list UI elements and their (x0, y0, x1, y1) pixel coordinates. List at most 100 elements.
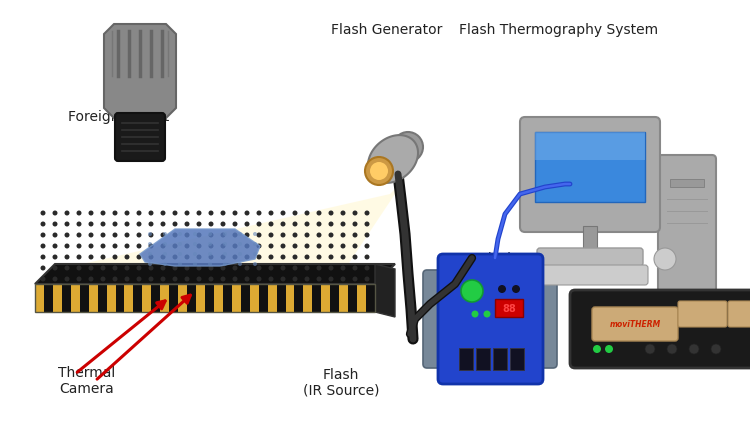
Circle shape (172, 211, 178, 216)
Circle shape (196, 222, 202, 227)
Circle shape (53, 233, 58, 238)
Circle shape (232, 222, 238, 227)
Circle shape (208, 263, 212, 266)
Circle shape (244, 211, 250, 216)
Circle shape (220, 211, 226, 216)
Circle shape (316, 211, 322, 216)
FancyBboxPatch shape (678, 301, 727, 327)
Circle shape (256, 277, 262, 282)
Circle shape (280, 233, 286, 238)
Circle shape (256, 233, 262, 238)
Circle shape (112, 255, 118, 260)
Circle shape (148, 263, 152, 266)
Circle shape (232, 233, 238, 238)
FancyBboxPatch shape (142, 284, 152, 312)
Circle shape (340, 233, 346, 238)
FancyBboxPatch shape (268, 284, 277, 312)
Circle shape (76, 266, 82, 271)
Circle shape (328, 266, 334, 271)
Circle shape (304, 211, 310, 216)
Circle shape (124, 277, 130, 282)
FancyBboxPatch shape (259, 284, 268, 312)
Text: Flash
(IR Source): Flash (IR Source) (303, 367, 380, 397)
Circle shape (53, 266, 58, 271)
Circle shape (292, 266, 298, 271)
FancyBboxPatch shape (295, 284, 304, 312)
FancyBboxPatch shape (160, 284, 170, 312)
Circle shape (238, 243, 242, 247)
Circle shape (304, 233, 310, 238)
Circle shape (304, 266, 310, 271)
Circle shape (364, 244, 370, 249)
Circle shape (136, 266, 142, 271)
Circle shape (340, 222, 346, 227)
Circle shape (209, 255, 214, 260)
Circle shape (280, 266, 286, 271)
FancyBboxPatch shape (170, 284, 178, 312)
Circle shape (136, 277, 142, 282)
Circle shape (112, 233, 118, 238)
FancyBboxPatch shape (535, 133, 645, 161)
Circle shape (148, 277, 154, 282)
Circle shape (256, 211, 262, 216)
Circle shape (100, 277, 106, 282)
Circle shape (184, 255, 190, 260)
Circle shape (220, 266, 226, 271)
FancyBboxPatch shape (304, 284, 312, 312)
Circle shape (172, 266, 178, 271)
Circle shape (112, 222, 118, 227)
Circle shape (328, 211, 334, 216)
Circle shape (292, 255, 298, 260)
Circle shape (172, 255, 178, 260)
Circle shape (40, 266, 46, 271)
Circle shape (160, 244, 166, 249)
Circle shape (220, 244, 226, 249)
Circle shape (364, 277, 370, 282)
Circle shape (100, 211, 106, 216)
Circle shape (645, 344, 655, 354)
Circle shape (223, 243, 227, 247)
Circle shape (88, 244, 94, 249)
Circle shape (654, 248, 676, 270)
Text: Analysis PC: Analysis PC (461, 251, 541, 265)
FancyBboxPatch shape (570, 290, 750, 368)
Circle shape (244, 266, 250, 271)
FancyBboxPatch shape (44, 284, 53, 312)
FancyBboxPatch shape (592, 307, 678, 341)
Circle shape (316, 244, 322, 249)
Circle shape (148, 233, 152, 237)
Circle shape (148, 211, 154, 216)
Circle shape (208, 253, 212, 256)
Circle shape (160, 277, 166, 282)
FancyBboxPatch shape (250, 284, 259, 312)
FancyBboxPatch shape (241, 284, 250, 312)
Circle shape (193, 233, 197, 237)
Circle shape (172, 233, 178, 238)
Circle shape (238, 253, 242, 256)
Circle shape (316, 255, 322, 260)
Text: Flash Generator: Flash Generator (331, 23, 442, 37)
FancyBboxPatch shape (357, 284, 366, 312)
Circle shape (364, 255, 370, 260)
Circle shape (340, 277, 346, 282)
FancyBboxPatch shape (116, 284, 124, 312)
Circle shape (64, 233, 70, 238)
Text: moviTHERM: moviTHERM (609, 320, 661, 329)
Circle shape (292, 277, 298, 282)
Circle shape (64, 255, 70, 260)
Circle shape (244, 244, 250, 249)
Circle shape (292, 233, 298, 238)
Circle shape (472, 311, 478, 318)
Circle shape (148, 222, 154, 227)
FancyBboxPatch shape (196, 284, 205, 312)
Circle shape (292, 222, 298, 227)
Circle shape (352, 211, 358, 216)
Circle shape (53, 255, 58, 260)
FancyBboxPatch shape (232, 284, 241, 312)
Circle shape (238, 233, 242, 237)
Circle shape (340, 255, 346, 260)
Circle shape (365, 158, 393, 186)
Circle shape (40, 277, 46, 282)
Circle shape (64, 244, 70, 249)
Circle shape (100, 244, 106, 249)
